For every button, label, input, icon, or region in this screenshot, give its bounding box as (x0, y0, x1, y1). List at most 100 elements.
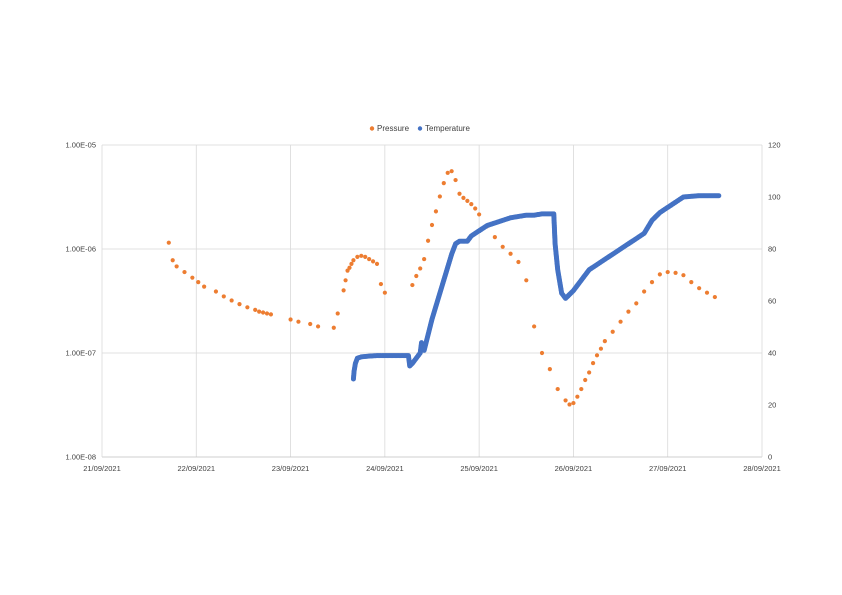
x-axis-tick-labels: 21/09/2021 22/09/2021 23/09/2021 24/09/2021… (83, 464, 781, 473)
pressure-point (610, 329, 615, 334)
pressure-point (422, 256, 427, 262)
pressure-point (441, 181, 446, 186)
legend-marker-temperature (417, 126, 423, 131)
pressure-point (445, 170, 450, 175)
pressure-point (634, 301, 639, 306)
pressure-point (429, 222, 435, 228)
pressure-point (681, 273, 686, 278)
pressure-point (257, 309, 262, 314)
pressure-point (335, 311, 340, 316)
pressure-point (367, 256, 372, 262)
x-tick-label: 24/09/2021 (366, 464, 404, 473)
pressure-point (437, 194, 442, 199)
pressure-point (341, 288, 346, 293)
pressure-point (508, 251, 513, 256)
right-y-tick-label: 0 (768, 453, 772, 462)
series-pressure (166, 169, 717, 407)
pressure-point (618, 319, 623, 324)
pressure-point (347, 265, 352, 270)
pressure-point (465, 198, 470, 204)
pressure-point (268, 312, 274, 317)
pressure-point (461, 195, 466, 200)
pressure-point (642, 289, 647, 294)
pressure-point (649, 280, 655, 285)
right-y-tick-label: 100 (768, 193, 781, 202)
pressure-point (590, 360, 596, 366)
x-tick-label: 23/09/2021 (272, 464, 310, 473)
pressure-point (253, 307, 258, 312)
pressure-point (602, 339, 607, 344)
pressure-point (343, 278, 348, 283)
pressure-point (414, 273, 419, 279)
pressure-point (567, 402, 572, 407)
pressure-point (712, 294, 717, 300)
pressure-point (378, 281, 384, 287)
pressure-point (492, 235, 497, 240)
left-y-axis-tick-labels: 1.00E-05 1.00E-06 1.00E-07 1.00E-08 (66, 141, 96, 462)
right-y-tick-label: 60 (768, 297, 776, 306)
pressure-point (349, 261, 354, 266)
pressure-point (202, 284, 207, 289)
pressure-point (665, 269, 670, 275)
pressure-point (166, 240, 171, 245)
pressure-point (433, 209, 439, 214)
pressure-point (516, 259, 521, 265)
pressure-point (500, 244, 505, 249)
pressure-point (704, 290, 710, 295)
right-y-axis-tick-labels: 120 100 80 60 40 20 0 (768, 141, 781, 462)
pressure-point (260, 310, 266, 315)
temperature-point (716, 193, 722, 199)
pressure-point (363, 254, 368, 259)
pressure-point (370, 259, 376, 264)
pressure-point (598, 346, 604, 351)
right-y-tick-label: 40 (768, 349, 776, 358)
left-y-tick-label: 1.00E-07 (66, 349, 96, 358)
pressure-point (308, 321, 313, 327)
pressure-point (351, 258, 356, 263)
legend: Pressure Temperature (369, 124, 470, 133)
pressure-point (229, 298, 234, 303)
pressure-point (355, 254, 360, 259)
pressure-point (331, 325, 336, 330)
pressure-point (264, 311, 270, 316)
pressure-point (182, 269, 187, 275)
pressure-point (473, 206, 478, 211)
pressure-point (410, 282, 415, 288)
pressure-point (524, 278, 529, 283)
pressure-point (563, 398, 568, 403)
pressure-point (170, 258, 175, 263)
right-y-tick-label: 120 (768, 141, 781, 150)
x-tick-label: 26/09/2021 (555, 464, 593, 473)
pressure-point (457, 191, 462, 196)
left-y-tick-label: 1.00E-05 (66, 141, 96, 150)
pressure-point (245, 305, 250, 310)
pressure-point (288, 317, 293, 322)
pressure-point (449, 169, 454, 174)
pressure-point (532, 324, 537, 329)
pressure-point (547, 367, 552, 372)
pressure-point (477, 212, 482, 217)
x-tick-label: 22/09/2021 (178, 464, 216, 473)
pressure-point (583, 377, 588, 383)
left-y-tick-label: 1.00E-06 (66, 245, 96, 254)
series-points (166, 169, 722, 407)
pressure-point (626, 309, 631, 314)
pressure-point (697, 286, 702, 291)
pressure-point (469, 202, 474, 207)
pressure-point (382, 290, 387, 295)
pressure-point (374, 261, 380, 266)
pressure-point (594, 353, 600, 358)
right-y-tick-label: 80 (768, 245, 776, 254)
pressure-point (673, 270, 678, 275)
x-tick-label: 25/09/2021 (460, 464, 498, 473)
pressure-point (296, 319, 301, 324)
series-temperature (350, 193, 722, 382)
legend-label-pressure: Pressure (377, 124, 410, 133)
pressure-point (539, 350, 545, 356)
pressure-point (575, 394, 580, 399)
pressure-point (221, 294, 226, 299)
pressure-point (579, 386, 584, 392)
x-tick-label: 27/09/2021 (649, 464, 687, 473)
